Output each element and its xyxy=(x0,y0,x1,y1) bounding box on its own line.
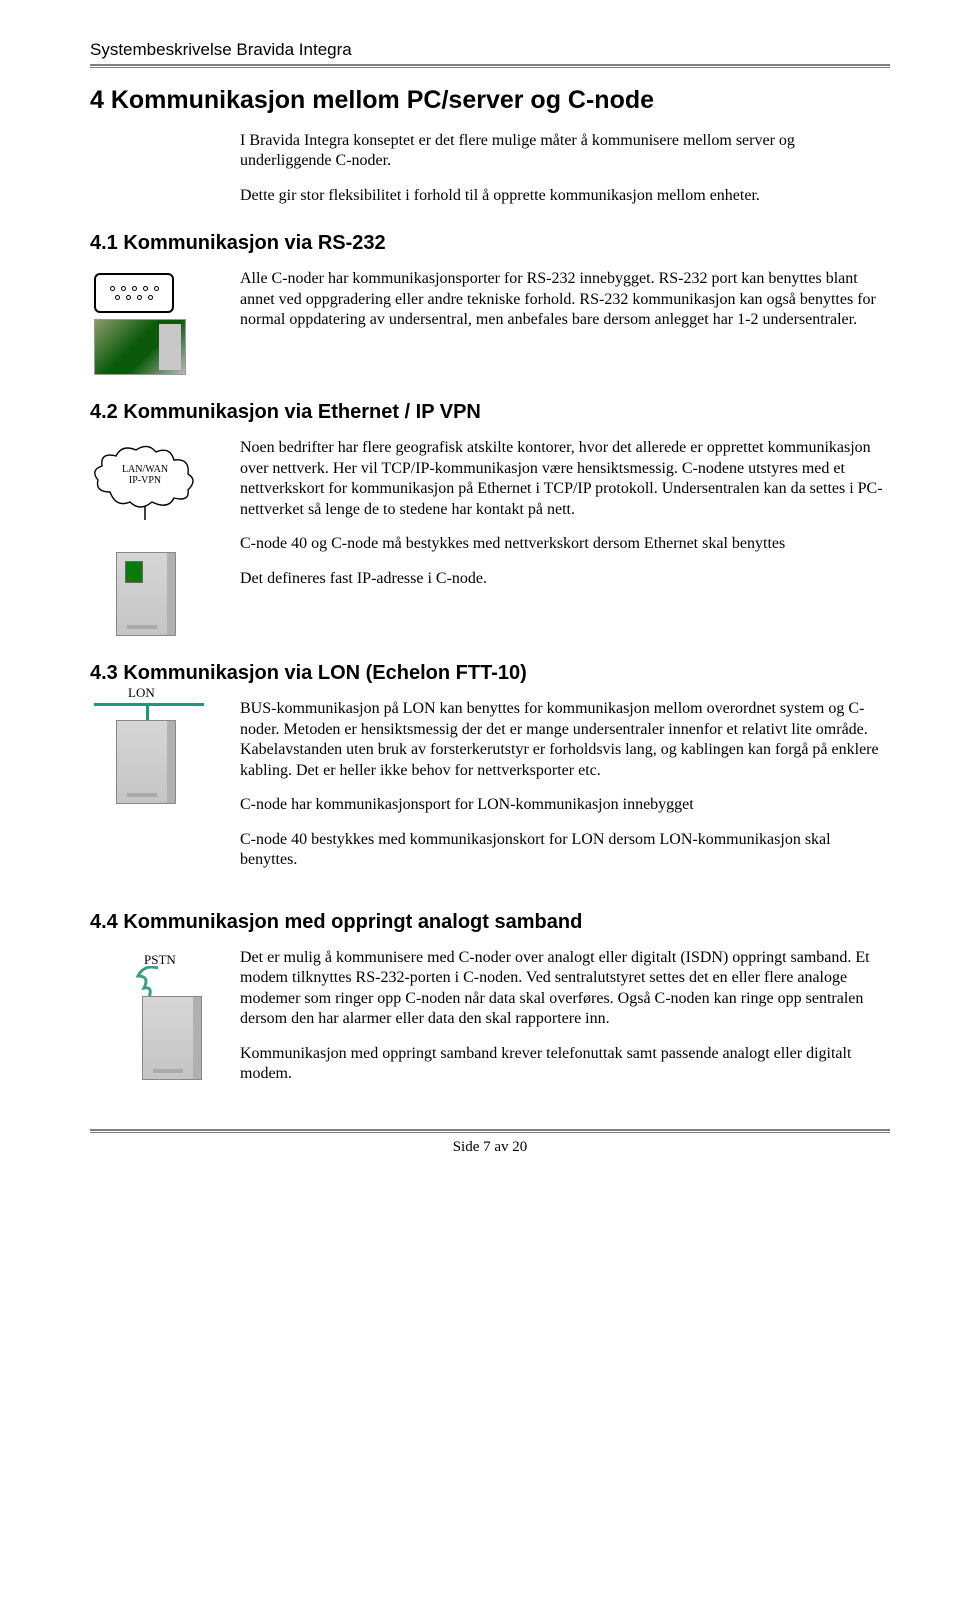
device-box-icon xyxy=(142,996,202,1080)
cloud-label-l1: LAN/WAN xyxy=(122,464,168,475)
section-4-title: 4 Kommunikasjon mellom PC/server og C-no… xyxy=(90,86,890,115)
ethernet-illustration: LAN/WAN IP-VPN xyxy=(90,438,240,636)
intro-p2: Dette gir stor fleksibilitet i forhold t… xyxy=(240,186,890,206)
cloud-label: LAN/WAN IP-VPN xyxy=(90,464,200,486)
pstn-illustration: PSTN xyxy=(90,948,240,1062)
serial-connector-icon xyxy=(94,273,174,313)
section-4-2-p2: C-node 40 og C-node må bestykkes med net… xyxy=(240,534,890,554)
section-4-3-p2: C-node har kommunikasjonsport for LON-ko… xyxy=(240,795,890,815)
section-4-2-title: 4.2 Kommunikasjon via Ethernet / IP VPN xyxy=(90,401,890,424)
section-4-4-p1: Det er mulig å kommunisere med C-noder o… xyxy=(240,948,890,1030)
cloud-label-l2: IP-VPN xyxy=(129,475,161,486)
section-4-3-row: LON BUS-kommunikasjon på LON kan benytte… xyxy=(90,699,890,884)
intro-p1: I Bravida Integra konseptet er det flere… xyxy=(240,131,890,172)
section-4-2-p1: Noen bedrifter har flere geografisk atsk… xyxy=(240,438,890,520)
lon-label: LON xyxy=(128,685,155,701)
section-4-2-p3: Det defineres fast IP-adresse i C-node. xyxy=(240,569,890,589)
lon-bus-line-icon xyxy=(94,703,204,706)
header-rule xyxy=(90,64,890,68)
section-4-4-title: 4.4 Kommunikasjon med oppringt analogt s… xyxy=(90,911,890,934)
circuit-board-icon xyxy=(94,319,186,375)
section-4-3-p1: BUS-kommunikasjon på LON kan benyttes fo… xyxy=(240,699,890,781)
section-4-3-p3: C-node 40 bestykkes med kommunikasjonsko… xyxy=(240,830,890,871)
rs232-illustration xyxy=(90,269,240,375)
document-page: Systembeskrivelse Bravida Integra 4 Komm… xyxy=(0,0,960,1186)
section-4-2-row: LAN/WAN IP-VPN Noen bedrifter har flere … xyxy=(90,438,890,636)
page-footer: Side 7 av 20 xyxy=(90,1139,890,1156)
device-box-icon xyxy=(116,552,176,636)
section-4-1-title: 4.1 Kommunikasjon via RS-232 xyxy=(90,232,890,255)
section-4-3-title: 4.3 Kommunikasjon via LON (Echelon FTT-1… xyxy=(90,662,890,685)
lon-illustration: LON xyxy=(90,699,240,804)
footer-rule xyxy=(90,1129,890,1133)
device-box-icon xyxy=(116,720,176,804)
section-4-4-p2: Kommunikasjon med oppringt samband kreve… xyxy=(240,1044,890,1085)
section-4-1-p1: Alle C-noder har kommunikasjonsporter fo… xyxy=(240,269,890,330)
section-4-intro: I Bravida Integra konseptet er det flere… xyxy=(240,131,890,206)
page-header: Systembeskrivelse Bravida Integra xyxy=(90,40,890,60)
section-4-4-row: PSTN Det er mulig å kommunisere med C-no… xyxy=(90,948,890,1099)
section-4-1-row: Alle C-noder har kommunikasjonsporter fo… xyxy=(90,269,890,375)
